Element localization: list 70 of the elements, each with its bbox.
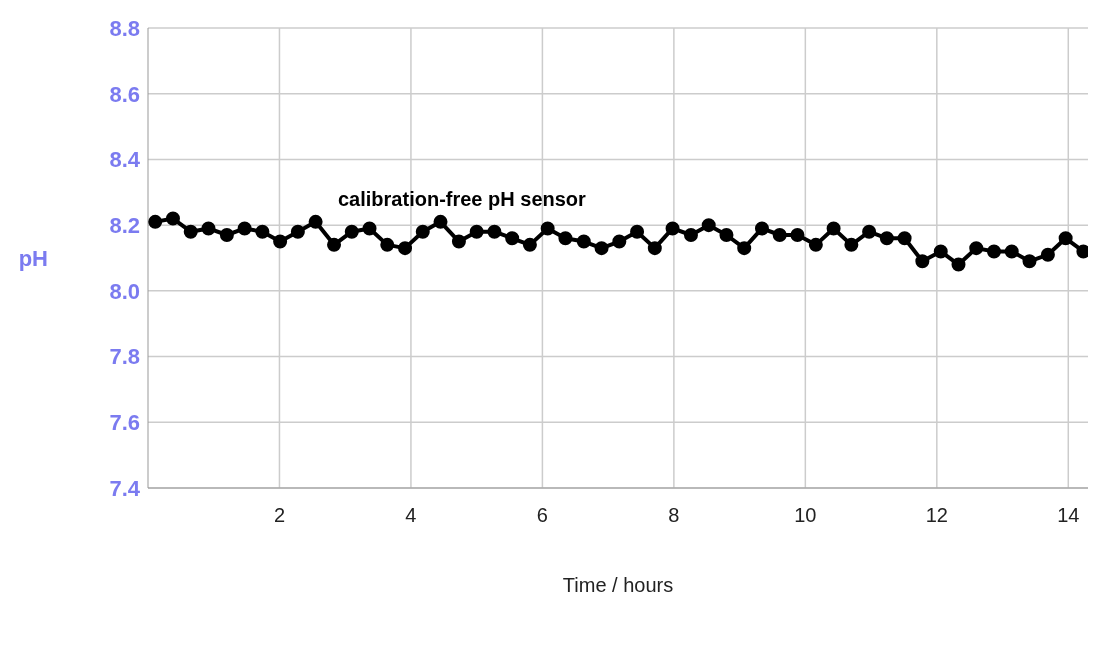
y-axis-title: pH xyxy=(18,245,48,271)
point xyxy=(308,214,323,229)
point xyxy=(772,228,787,242)
point xyxy=(683,228,698,242)
point xyxy=(487,224,502,239)
point xyxy=(327,237,342,252)
x-tick-label: 4 xyxy=(405,504,417,527)
point xyxy=(290,224,305,239)
point xyxy=(1022,254,1037,269)
point xyxy=(897,231,912,246)
point xyxy=(415,224,430,239)
point xyxy=(273,234,288,249)
point xyxy=(612,234,627,249)
annotation: calibration-free pH sensor xyxy=(338,188,586,211)
x-tick-label: 10 xyxy=(794,504,817,527)
point xyxy=(505,231,520,246)
point xyxy=(594,241,609,256)
x-axis-title: Time / hours xyxy=(562,574,674,597)
y-tick-label: 8.4 xyxy=(109,147,141,173)
x-tick-label: 12 xyxy=(925,504,948,527)
point xyxy=(1058,231,1073,246)
point xyxy=(647,241,662,256)
y-tick-label: 8.8 xyxy=(109,15,140,41)
point xyxy=(826,221,841,236)
point xyxy=(1004,244,1019,259)
point xyxy=(433,214,448,229)
point xyxy=(630,224,645,239)
y-tick-label: 8.2 xyxy=(109,212,140,238)
x-tick-label: 2 xyxy=(273,504,286,527)
point xyxy=(148,214,163,229)
point xyxy=(737,241,752,256)
y-tick-label: 7.8 xyxy=(109,344,140,370)
point xyxy=(362,221,377,236)
point xyxy=(165,211,180,226)
point xyxy=(987,244,1001,259)
x-tick-label: 8 xyxy=(668,504,680,527)
y-tick-label: 8.0 xyxy=(109,278,140,304)
point xyxy=(380,237,395,252)
point xyxy=(790,228,805,242)
point xyxy=(933,244,948,259)
y-tick-label: 7.6 xyxy=(109,410,140,436)
point xyxy=(879,231,894,246)
point xyxy=(862,224,877,239)
point xyxy=(201,221,216,236)
point xyxy=(665,221,680,236)
point xyxy=(951,257,966,272)
point xyxy=(701,218,716,233)
point xyxy=(719,228,734,242)
point xyxy=(469,224,484,239)
point xyxy=(808,237,823,252)
point xyxy=(1040,247,1055,262)
y-tick-label: 8.6 xyxy=(109,81,140,107)
x-tick-label: 14 xyxy=(1057,504,1080,527)
point xyxy=(219,228,234,242)
point xyxy=(237,221,252,236)
x-tick-label: 6 xyxy=(536,504,548,527)
point xyxy=(255,224,270,239)
point xyxy=(522,237,537,252)
point xyxy=(915,254,930,269)
point xyxy=(969,241,984,256)
point xyxy=(844,237,859,252)
point xyxy=(754,221,769,236)
point xyxy=(398,241,413,256)
point xyxy=(451,234,466,249)
point xyxy=(558,231,573,246)
point xyxy=(576,234,591,249)
y-tick-label: 7.4 xyxy=(109,475,141,501)
point xyxy=(183,224,198,239)
point xyxy=(344,224,359,239)
point xyxy=(540,221,555,236)
